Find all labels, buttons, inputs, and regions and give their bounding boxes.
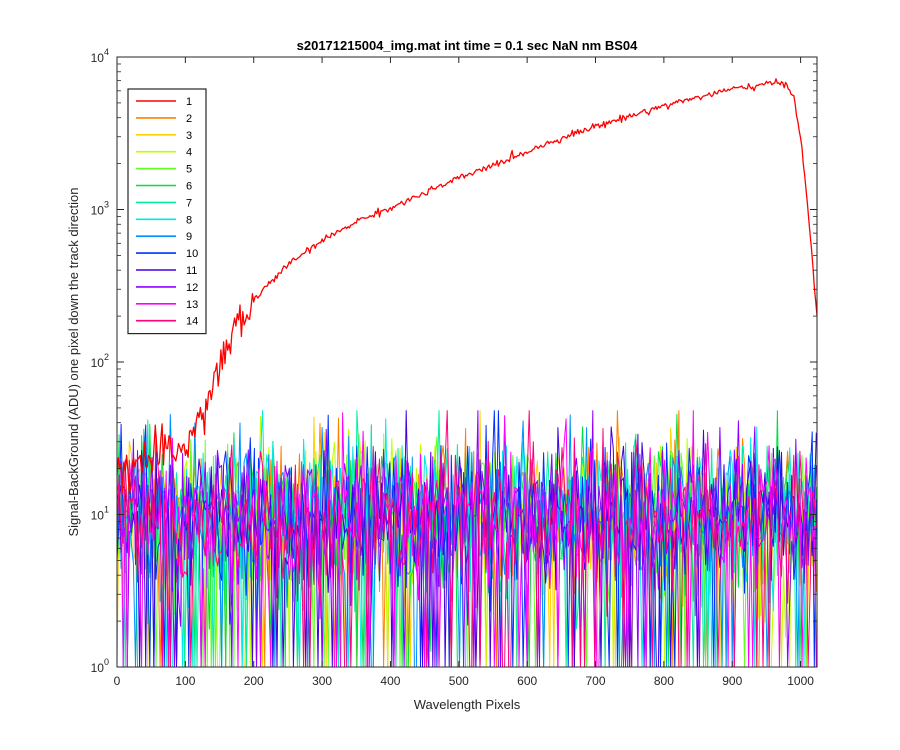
legend-label-2: 2	[186, 113, 192, 125]
series-layer	[116, 78, 818, 668]
legend-label-1: 1	[186, 96, 192, 108]
legend-label-5: 5	[186, 164, 192, 176]
y-tick-label: 102	[91, 352, 109, 370]
x-tick-label: 600	[517, 674, 537, 688]
y-tick-label: 101	[91, 505, 109, 523]
legend-label-12: 12	[186, 282, 198, 294]
y-tick-label: 100	[91, 657, 109, 675]
x-tick-label: 1000	[787, 674, 814, 688]
x-tick-label: 0	[114, 674, 121, 688]
x-tick-label: 400	[380, 674, 400, 688]
legend-label-10: 10	[186, 248, 198, 260]
legend-label-9: 9	[186, 231, 192, 243]
legend-label-3: 3	[186, 130, 192, 142]
legend-label-11: 11	[186, 265, 197, 277]
y-tick-label: 103	[91, 200, 109, 218]
x-tick-label: 700	[586, 674, 606, 688]
x-tick-label: 100	[175, 674, 195, 688]
legend-label-7: 7	[186, 197, 192, 209]
x-tick-label: 800	[654, 674, 674, 688]
x-tick-label: 500	[449, 674, 469, 688]
legend-label-13: 13	[186, 299, 198, 311]
x-tick-label: 300	[312, 674, 332, 688]
series-line-1	[116, 78, 818, 495]
chart-title: s20171215004_img.mat int time = 0.1 sec …	[297, 38, 638, 53]
x-tick-label: 900	[722, 674, 742, 688]
x-tick-label: 200	[244, 674, 264, 688]
legend-box	[127, 88, 207, 335]
legend-label-6: 6	[186, 181, 192, 193]
tick-layer: 0 100 200 300 400 500 600 700 800 900 100010010110…	[91, 47, 817, 688]
x-axis-label: Wavelength Pixels	[414, 697, 521, 712]
y-axis-label: Signal-BackGround (ADU) one pixel down t…	[66, 187, 81, 536]
legend-label-14: 14	[186, 316, 198, 328]
y-tick-label: 104	[91, 47, 109, 65]
series-line-12	[116, 410, 817, 668]
series-line-14	[116, 410, 817, 668]
legend-label-8: 8	[186, 214, 192, 226]
legend-label-4: 4	[186, 147, 192, 159]
